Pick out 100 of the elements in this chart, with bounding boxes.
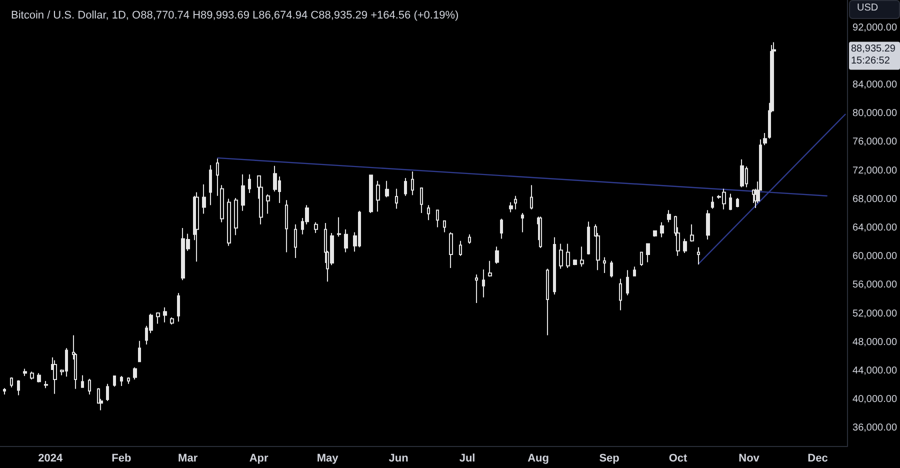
candlestick xyxy=(436,210,439,228)
text: USD xyxy=(857,2,878,14)
candlestick xyxy=(395,188,398,210)
candlestick xyxy=(559,243,563,270)
candlestick xyxy=(17,380,20,396)
candlestick xyxy=(509,202,513,213)
candlestick xyxy=(619,278,622,311)
y-tick-label: 80,000.00 xyxy=(852,108,898,120)
candlestick xyxy=(683,238,687,254)
candlestick xyxy=(763,132,767,146)
candlestick xyxy=(202,184,206,214)
candlestick xyxy=(385,180,389,198)
x-tick-label: May xyxy=(316,452,340,464)
candlestick xyxy=(216,158,219,196)
candlestick xyxy=(404,177,407,196)
candlestick xyxy=(736,197,739,208)
candlestick xyxy=(706,210,710,240)
candlestick xyxy=(449,232,453,269)
candlestick xyxy=(248,174,251,194)
candlestick xyxy=(711,196,714,210)
candlestick xyxy=(459,240,462,256)
x-tick-label: Nov xyxy=(738,452,760,464)
candlestick xyxy=(546,268,549,336)
candlestick xyxy=(234,197,238,236)
candlestick xyxy=(285,200,288,253)
y-tick-label: 76,000.00 xyxy=(852,136,898,148)
candlestick xyxy=(646,243,650,263)
candlestick xyxy=(660,222,664,238)
candlestick xyxy=(539,216,542,249)
candlestick xyxy=(294,224,297,259)
candlestick xyxy=(337,216,341,238)
candlestick xyxy=(740,158,744,188)
y-tick-label: 92,000.00 xyxy=(852,22,898,34)
candlestick xyxy=(44,380,48,389)
y-tick-label: 48,000.00 xyxy=(852,336,898,348)
y-tick-label: 40,000.00 xyxy=(852,394,898,406)
y-tick-label: 84,000.00 xyxy=(852,80,898,91)
candlestick xyxy=(106,383,109,402)
candlestick xyxy=(195,192,199,262)
candlestick xyxy=(220,184,224,223)
y-tick-label: 36,000.00 xyxy=(852,422,898,434)
candlestick xyxy=(344,228,348,253)
candlestick xyxy=(530,184,533,210)
candlestick xyxy=(495,246,499,264)
candlestick xyxy=(573,258,577,266)
candlestick xyxy=(521,212,524,233)
candlestick xyxy=(420,187,423,214)
y-tick-label: 68,000.00 xyxy=(852,194,898,205)
x-tick-label: Jul xyxy=(459,452,476,464)
candlestick xyxy=(30,371,34,380)
text: Bitcoin / U.S. Dollar, 1D, O88,770.74 H89,993.69 L86,674.94 C88,935.29 +164.56 (+0.19%) xyxy=(11,10,459,22)
candlestick xyxy=(626,270,629,296)
text: 15:26:52 xyxy=(851,55,890,66)
x-tick-label: Mar xyxy=(178,452,198,464)
candlestick xyxy=(177,292,180,322)
candlestick xyxy=(376,180,380,212)
y-tick-label: 64,000.00 xyxy=(852,222,898,234)
candlestick xyxy=(667,210,671,223)
candlestick xyxy=(3,388,6,396)
candlestick xyxy=(566,243,570,269)
candlestick xyxy=(488,260,492,278)
y-tick-label: 52,000.00 xyxy=(852,308,898,320)
candlestick xyxy=(482,268,485,298)
candlestick xyxy=(640,252,643,266)
candlestick xyxy=(138,340,141,362)
candlestick xyxy=(500,218,503,240)
y-tick-label: 56,000.00 xyxy=(852,280,898,291)
x-tick-label: Feb xyxy=(112,452,132,464)
x-tick-label: Jun xyxy=(388,452,409,464)
candlestick xyxy=(475,274,478,304)
x-tick-label: Oct xyxy=(668,452,688,464)
candlestick xyxy=(314,222,318,234)
candlestick xyxy=(37,372,41,383)
candlestick xyxy=(514,195,517,210)
candlestick xyxy=(53,360,57,394)
y-tick-label: 72,000.00 xyxy=(852,165,898,176)
candlestick xyxy=(113,375,116,388)
y-tick-label: 60,000.00 xyxy=(852,251,898,262)
candlestick xyxy=(156,312,160,324)
candlestick xyxy=(10,376,13,388)
candlestick xyxy=(690,224,694,242)
candlestick xyxy=(127,376,130,384)
candlestick xyxy=(241,174,245,212)
candlestick xyxy=(163,306,167,323)
candlestick xyxy=(587,221,590,255)
candlestick xyxy=(633,266,636,276)
x-tick-label: Apr xyxy=(249,452,270,464)
candlestick xyxy=(443,220,446,233)
candlestick xyxy=(610,260,613,278)
x-tick-label: Aug xyxy=(528,452,549,464)
x-tick-label: 2024 xyxy=(38,452,64,464)
candlestick xyxy=(227,198,231,246)
x-tick-label: Sep xyxy=(599,452,620,464)
candlestick xyxy=(266,194,270,214)
candlestick xyxy=(411,171,414,196)
candlestick xyxy=(133,366,137,380)
candlestick xyxy=(468,234,471,244)
candlestick xyxy=(209,164,212,206)
candlestick xyxy=(369,174,373,214)
y-tick-label: 44,000.00 xyxy=(852,365,898,376)
